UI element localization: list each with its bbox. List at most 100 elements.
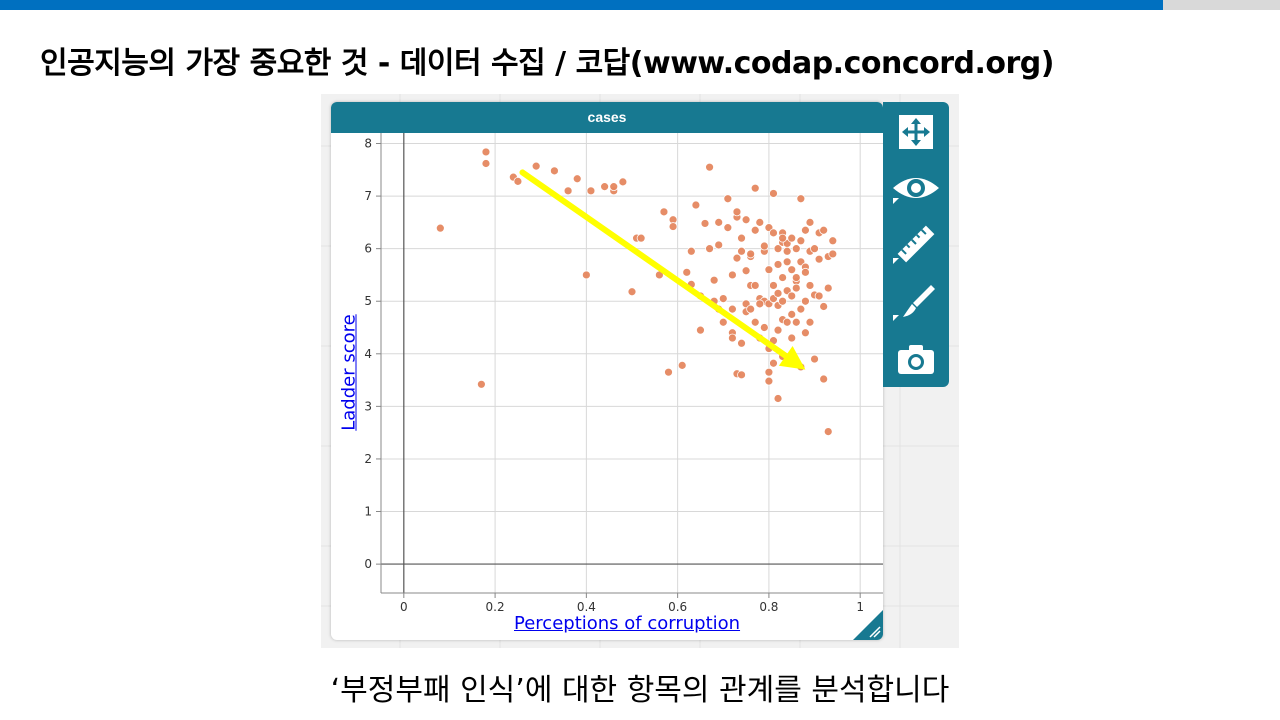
data-point xyxy=(759,241,769,251)
x-axis-title[interactable]: Perceptions of corruption xyxy=(514,613,741,634)
data-point xyxy=(732,207,742,217)
data-point xyxy=(435,223,445,233)
data-point xyxy=(727,304,737,314)
data-point xyxy=(476,379,486,389)
data-point xyxy=(787,265,797,275)
data-point xyxy=(696,325,705,335)
graph-tile-title[interactable]: cases xyxy=(331,102,883,133)
data-point xyxy=(686,246,696,256)
data-point xyxy=(773,325,783,335)
data-point xyxy=(550,166,559,176)
data-point xyxy=(787,291,797,301)
data-point xyxy=(778,296,788,306)
top-accent-bar xyxy=(0,0,1163,10)
data-point xyxy=(755,299,765,309)
data-point xyxy=(746,249,756,259)
data-point xyxy=(759,323,769,332)
data-point xyxy=(727,270,737,280)
data-point xyxy=(732,253,742,263)
data-point xyxy=(600,182,610,192)
graph-tile[interactable]: cases 0 0.2 0.4 0.6 0.8 1 0 1 2 3 4 5 6 7 8 Perceptio… xyxy=(331,102,883,640)
data-point xyxy=(773,394,783,403)
data-point xyxy=(805,281,815,290)
data-point xyxy=(764,367,774,377)
y-tick-label: 0 xyxy=(364,557,372,571)
ruler-icon[interactable] xyxy=(883,217,949,273)
data-point xyxy=(805,317,815,327)
trend-arrow xyxy=(519,169,806,370)
data-point xyxy=(609,182,619,192)
data-point xyxy=(791,273,801,282)
data-point xyxy=(801,328,810,338)
slide-caption: ‘부정부패 인식’에 대한 항목의 관계를 분석합니다 xyxy=(330,673,950,708)
data-point xyxy=(805,217,815,227)
x-axis-ticks: 0 0.2 0.4 0.6 0.8 1 xyxy=(400,593,864,614)
data-point xyxy=(819,225,829,235)
x-tick-label: 1 xyxy=(856,600,864,614)
data-point xyxy=(746,304,756,314)
data-point xyxy=(718,317,728,327)
data-point xyxy=(664,367,673,377)
data-point xyxy=(801,296,810,306)
data-point xyxy=(572,174,582,184)
data-point xyxy=(737,370,746,380)
data-point xyxy=(819,374,829,384)
data-point xyxy=(659,207,669,217)
paintbrush-icon[interactable] xyxy=(883,274,949,330)
data-point xyxy=(769,358,778,368)
data-point xyxy=(801,225,810,235)
resize-handle[interactable] xyxy=(853,610,883,640)
y-tick-label: 1 xyxy=(364,505,372,519)
data-point xyxy=(513,176,523,186)
x-tick-label: 0.8 xyxy=(759,600,778,614)
data-points[interactable] xyxy=(435,147,838,437)
data-point xyxy=(764,265,774,275)
data-point xyxy=(773,288,783,298)
data-point xyxy=(755,217,765,227)
x-tick-label: 0.6 xyxy=(668,600,687,614)
data-point xyxy=(782,257,792,267)
data-point xyxy=(778,233,788,243)
data-point xyxy=(682,267,692,277)
y-axis-ticks: 0 1 2 3 4 5 6 7 8 xyxy=(364,137,381,571)
data-point xyxy=(801,267,810,277)
data-point xyxy=(750,317,760,327)
data-point xyxy=(618,177,628,187)
data-point xyxy=(737,233,746,243)
move-icon[interactable] xyxy=(883,104,949,160)
camera-icon[interactable] xyxy=(883,331,949,387)
data-point xyxy=(737,246,746,256)
data-point xyxy=(700,219,710,228)
data-point xyxy=(778,273,788,282)
y-tick-label: 7 xyxy=(364,189,372,203)
data-point xyxy=(677,360,687,370)
data-point xyxy=(814,254,824,264)
eye-icon[interactable] xyxy=(883,160,949,216)
y-tick-label: 2 xyxy=(364,452,372,466)
data-point xyxy=(737,338,746,348)
data-point xyxy=(769,281,778,290)
data-point xyxy=(481,147,491,157)
data-point xyxy=(769,228,778,238)
data-point xyxy=(823,283,833,293)
data-point xyxy=(791,317,801,327)
data-point xyxy=(750,183,760,193)
scatter-plot[interactable]: 0 0.2 0.4 0.6 0.8 1 0 1 2 3 4 5 6 7 8 xyxy=(331,133,883,640)
data-point xyxy=(823,427,833,437)
data-point xyxy=(787,309,797,319)
y-axis-title[interactable]: Ladder score xyxy=(338,314,360,431)
slide-title: 인공지능의 가장 중요한 것 - 데이터 수집 / 코답(www.codap.c… xyxy=(40,46,1054,81)
x-tick-label: 0.2 xyxy=(486,600,505,614)
data-point xyxy=(705,162,714,172)
top-accent-bar-gray xyxy=(1163,0,1280,10)
inspector-panel xyxy=(883,102,949,387)
data-point xyxy=(691,200,701,210)
data-point xyxy=(787,333,797,343)
data-point xyxy=(773,244,783,254)
data-point xyxy=(769,189,778,198)
data-point xyxy=(705,244,714,254)
data-point xyxy=(791,283,801,293)
data-point xyxy=(718,294,728,304)
data-point xyxy=(796,236,806,246)
data-point xyxy=(750,281,760,290)
